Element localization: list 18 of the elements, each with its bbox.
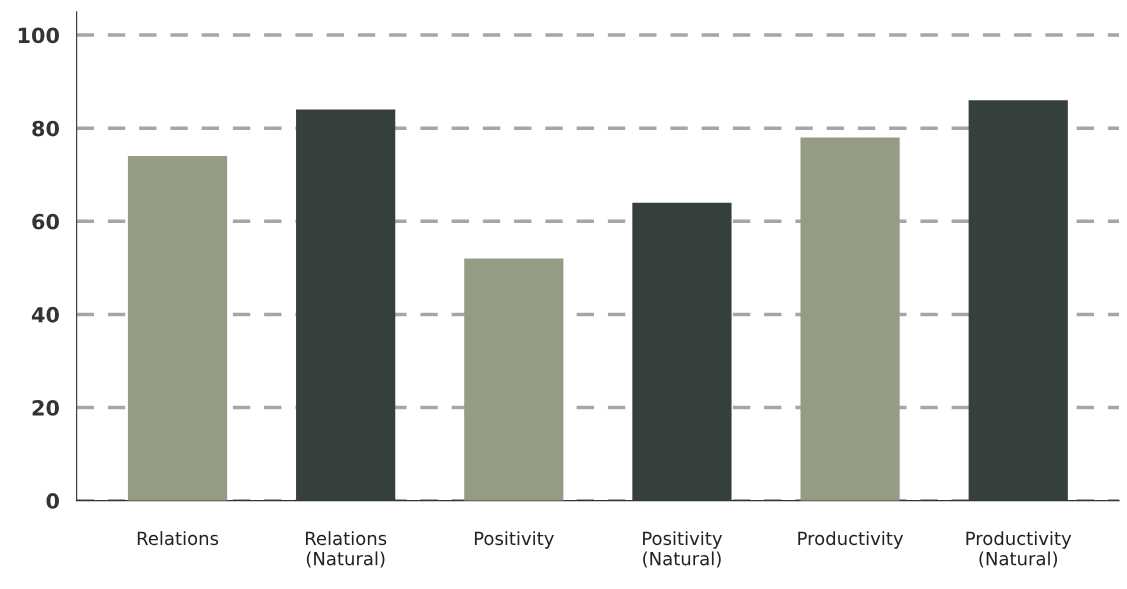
x-tick-label: Relations [137, 531, 219, 546]
bar [800, 137, 900, 501]
y-tick-label: 100 [18, 27, 59, 44]
bar [127, 156, 228, 501]
x-tick-label: Productivity [798, 531, 904, 549]
x-tick-label: Positivity [474, 531, 554, 549]
y-tick-label: 80 [32, 120, 59, 137]
y-tick-label: 40 [31, 306, 59, 323]
bar [296, 109, 396, 501]
x-tick-label: Relations (Natural) [305, 531, 387, 568]
x-tick-label: Positivity (Natural) [643, 531, 723, 568]
y-tick-label: 0 [46, 493, 59, 509]
bar [464, 258, 564, 501]
bar [968, 100, 1068, 501]
y-tick-label: 20 [32, 399, 59, 416]
x-tick-label: Productivity (Natural) [966, 531, 1072, 568]
bar [632, 202, 732, 501]
y-tick-label: 60 [32, 213, 59, 230]
